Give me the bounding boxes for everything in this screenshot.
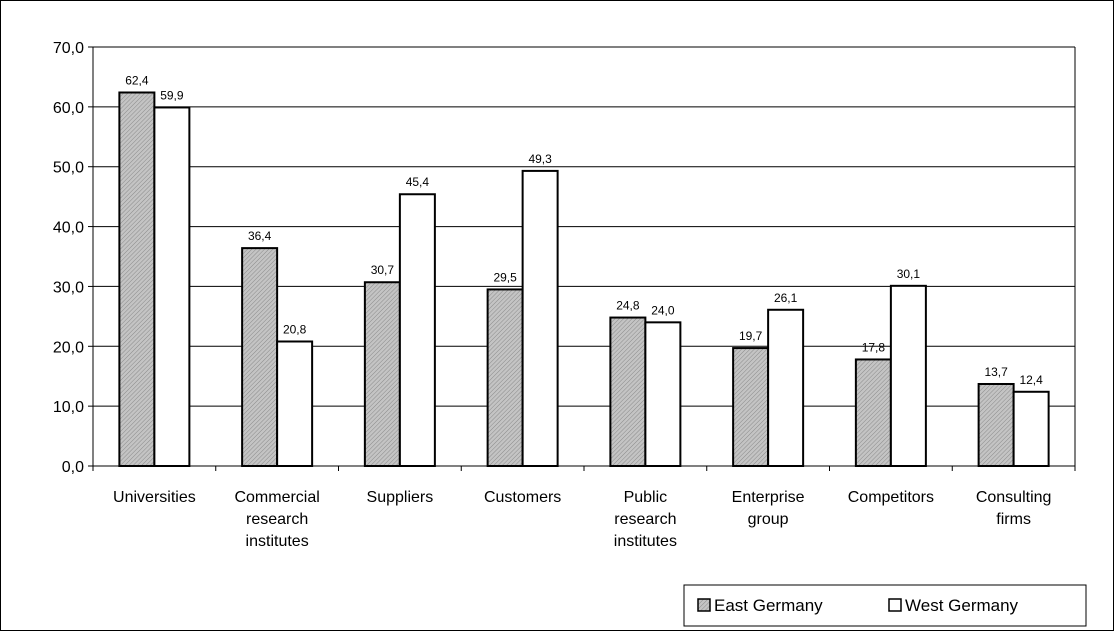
category-label-line: Consulting xyxy=(976,489,1052,506)
legend-box xyxy=(683,584,1087,627)
y-tick-label: 30,0 xyxy=(53,279,84,296)
category-label: Universities xyxy=(113,489,196,506)
bar-west-germany xyxy=(153,106,191,467)
data-label: 59,9 xyxy=(160,88,184,102)
bar-west-germany xyxy=(889,284,927,467)
legend: East Germany West Germany xyxy=(683,584,1087,627)
y-tick-label: 50,0 xyxy=(53,160,84,177)
y-tick-label: 40,0 xyxy=(53,220,84,237)
category-label-line: Suppliers xyxy=(367,489,434,506)
data-label: 17,8 xyxy=(862,340,886,354)
data-label: 45,4 xyxy=(406,175,430,189)
bar-east-germany xyxy=(118,91,156,468)
axes: 0,0 10,0 20,0 30,0 40,0 50,0 60,0 70,0 Universit… xyxy=(53,40,1076,550)
category-label-line: Commercial xyxy=(234,489,319,506)
category-label-line: institutes xyxy=(614,533,677,550)
legend-swatch-east-germany xyxy=(697,598,711,612)
category-label-line: group xyxy=(748,511,789,528)
data-label: 24,0 xyxy=(651,303,675,317)
category-label-line: institutes xyxy=(246,533,309,550)
y-tick-label: 20,0 xyxy=(53,339,84,356)
category-label: Consulting firms xyxy=(976,489,1052,528)
bar-east-germany xyxy=(609,316,647,467)
bar-east-germany xyxy=(977,382,1015,468)
legend-label: West Germany xyxy=(905,596,1019,615)
category-label-line: Public xyxy=(624,489,668,506)
data-label: 30,1 xyxy=(897,267,921,281)
bar-east-germany xyxy=(363,281,401,468)
data-label: 13,7 xyxy=(984,365,1008,379)
legend-label: East Germany xyxy=(714,596,823,615)
bar-west-germany xyxy=(521,169,559,467)
bar-west-germany xyxy=(276,340,314,467)
bar-west-germany xyxy=(398,193,436,467)
data-label: 62,4 xyxy=(125,73,149,87)
bar-east-germany xyxy=(486,288,524,467)
data-label: 26,1 xyxy=(774,291,798,305)
category-label: Enterprise group xyxy=(732,489,805,528)
y-tick-label: 60,0 xyxy=(53,100,84,117)
gridlines xyxy=(93,106,1075,407)
data-label: 24,8 xyxy=(616,299,640,313)
category-label-line: Customers xyxy=(484,489,561,506)
category-label: Competitors xyxy=(848,489,934,506)
bar-west-germany xyxy=(644,321,682,468)
bar-east-germany xyxy=(241,247,279,467)
data-label: 12,4 xyxy=(1019,373,1043,387)
category-label: Customers xyxy=(484,489,561,506)
data-label: 30,7 xyxy=(371,263,395,277)
legend-swatch-west-germany xyxy=(888,598,902,612)
bar-east-germany xyxy=(854,358,892,467)
bar-east-germany xyxy=(732,347,770,467)
data-labels: 62,4 59,9 36,4 20,8 30,7 45,4 29,5 49,3 24,8 24,0… xyxy=(125,73,1043,386)
data-label: 36,4 xyxy=(248,229,272,243)
category-label-line: Enterprise xyxy=(732,489,805,506)
category-label: Suppliers xyxy=(367,489,434,506)
bars xyxy=(118,91,1050,468)
bar-west-germany xyxy=(1012,390,1050,467)
category-label: Public research institutes xyxy=(614,489,677,550)
category-label-line: Competitors xyxy=(848,489,934,506)
y-tick-label: 70,0 xyxy=(53,40,84,57)
data-label: 19,7 xyxy=(739,329,763,343)
y-tick-label: 10,0 xyxy=(53,399,84,416)
category-label-line: research xyxy=(246,511,308,528)
bar-west-germany xyxy=(767,308,805,467)
y-tick-label: 0,0 xyxy=(62,459,84,476)
category-label: Commercial research institutes xyxy=(234,489,319,550)
data-label: 29,5 xyxy=(493,270,517,284)
category-label-line: research xyxy=(614,511,676,528)
category-label-line: Universities xyxy=(113,489,196,506)
category-label-line: firms xyxy=(996,511,1031,528)
data-label: 49,3 xyxy=(528,152,552,166)
data-label: 20,8 xyxy=(283,322,307,336)
